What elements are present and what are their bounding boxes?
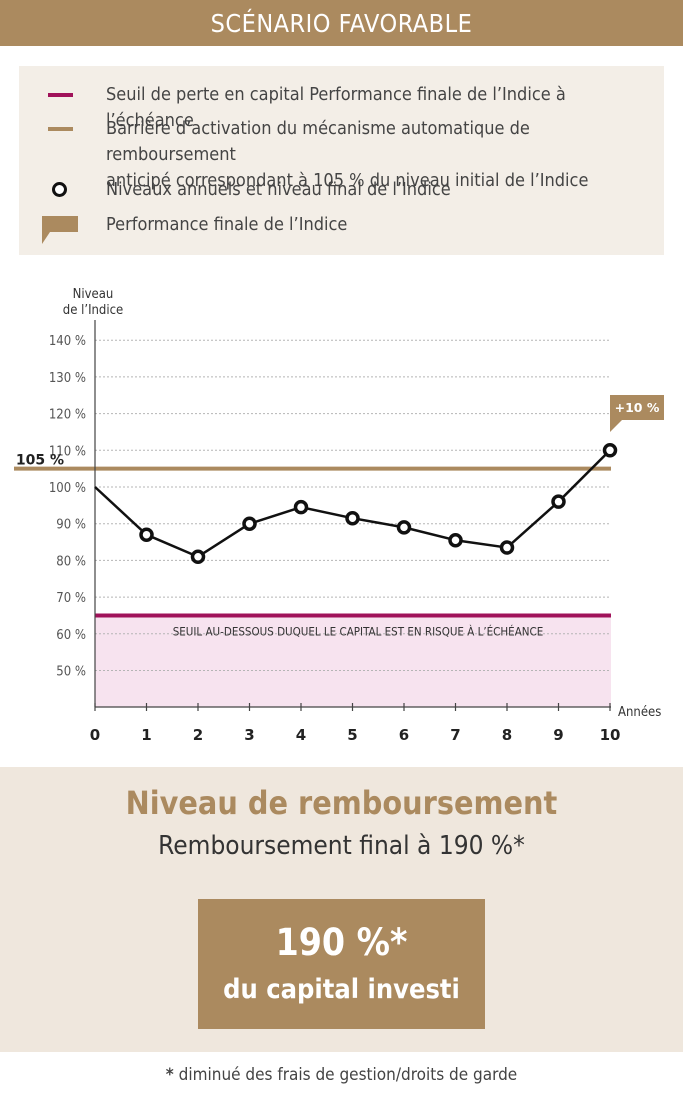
legend-label: anticipé correspondant à 105 % du niveau… [106, 170, 589, 191]
threshold-label: SEUIL AU-DESSOUS DUQUEL LE CAPITAL EST E… [173, 623, 544, 638]
scenario-title: SCÉNARIO FAVORABLE [210, 8, 473, 38]
gold-line-icon [48, 127, 73, 131]
y-tick-label: 130 % [49, 371, 86, 386]
data-point [551, 494, 566, 509]
y-tick-label: 140 % [49, 334, 86, 349]
legend-label: Niveaux annuels et niveau final de l’Ind… [106, 179, 451, 200]
x-tick-label: 5 [347, 726, 357, 744]
magenta-line-icon [48, 93, 73, 97]
x-tick-label: 0 [90, 726, 100, 744]
risk-zone [95, 615, 611, 707]
x-tick-label: 3 [244, 726, 254, 744]
y-tick-label: 60 % [56, 628, 86, 643]
y-tick-label: 70 % [56, 591, 86, 606]
final-performance-label: +10 % [615, 400, 660, 415]
legend-label: Seuil de perte en capital Performance fi… [106, 84, 566, 131]
y-tick-label: 90 % [56, 518, 86, 533]
repayment-capital-label: du capital investi [223, 974, 460, 1005]
data-point [242, 516, 257, 531]
final-performance-callout [610, 395, 664, 432]
x-tick-label: 8 [502, 726, 512, 744]
x-tick-label: 6 [399, 726, 409, 744]
barrier-label: 105 % [16, 453, 64, 469]
data-point [190, 549, 206, 564]
repayment-percentage: 190 %* [275, 921, 408, 964]
footnote-star: * [165, 1065, 174, 1085]
y-tick-label: 120 % [49, 408, 86, 423]
repayment-subtitle: Remboursement final à 190 %* [158, 831, 525, 861]
footnote: * diminué des frais de gestion/droits de… [0, 1065, 683, 1085]
footnote-text: diminué des frais de gestion/droits de g… [173, 1065, 518, 1085]
data-point [139, 527, 154, 542]
chart-legend: Seuil de perte en capital Performance fi… [19, 66, 664, 255]
x-tick-label: 2 [193, 726, 203, 744]
callout-icon [42, 216, 78, 244]
scenario-header: SCÉNARIO FAVORABLE [0, 0, 683, 46]
y-tick-label: 50 % [56, 665, 86, 680]
circle-marker-icon [52, 182, 67, 197]
y-tick-label: 100 % [49, 481, 86, 496]
x-tick-label: 9 [553, 726, 563, 744]
x-tick-label: 7 [450, 726, 460, 744]
data-point [345, 510, 360, 526]
x-tick-label: 10 [600, 726, 621, 744]
data-point [499, 540, 515, 555]
data-point [448, 532, 463, 548]
data-point [293, 499, 309, 515]
y-tick-label: 110 % [49, 444, 86, 459]
y-tick-label: 80 % [56, 554, 86, 569]
index-level-chart: 140 % 130 % 120 % 110 % 100 % 90 % 80 % 70 % 60 … [14, 287, 664, 744]
legend-label: Barrière d’activation du mécanisme autom… [106, 118, 530, 165]
x-tick-label: 4 [296, 726, 306, 744]
index-level-line [94, 449, 611, 558]
legend-label: Performance finale de l’Indice [106, 214, 348, 235]
data-point [396, 520, 412, 535]
x-axis-label: Années [618, 705, 661, 720]
repayment-box: 190 %* du capital investi [198, 899, 485, 1029]
x-tick-label: 1 [141, 726, 151, 744]
y-axis-label: Niveau [73, 287, 114, 302]
repayment-title: Niveau de remboursement [125, 784, 558, 822]
y-axis-label: de l’Indice [63, 303, 123, 318]
data-point [602, 443, 618, 458]
